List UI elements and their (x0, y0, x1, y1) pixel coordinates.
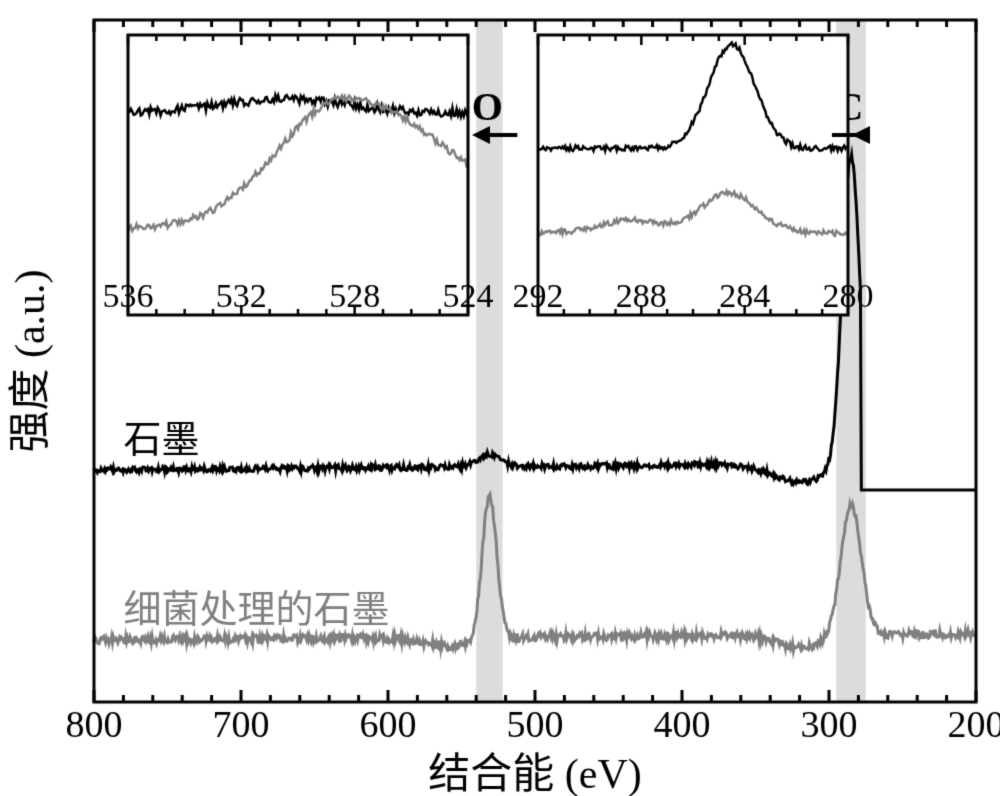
xps-spectrum-chart (0, 0, 1000, 796)
